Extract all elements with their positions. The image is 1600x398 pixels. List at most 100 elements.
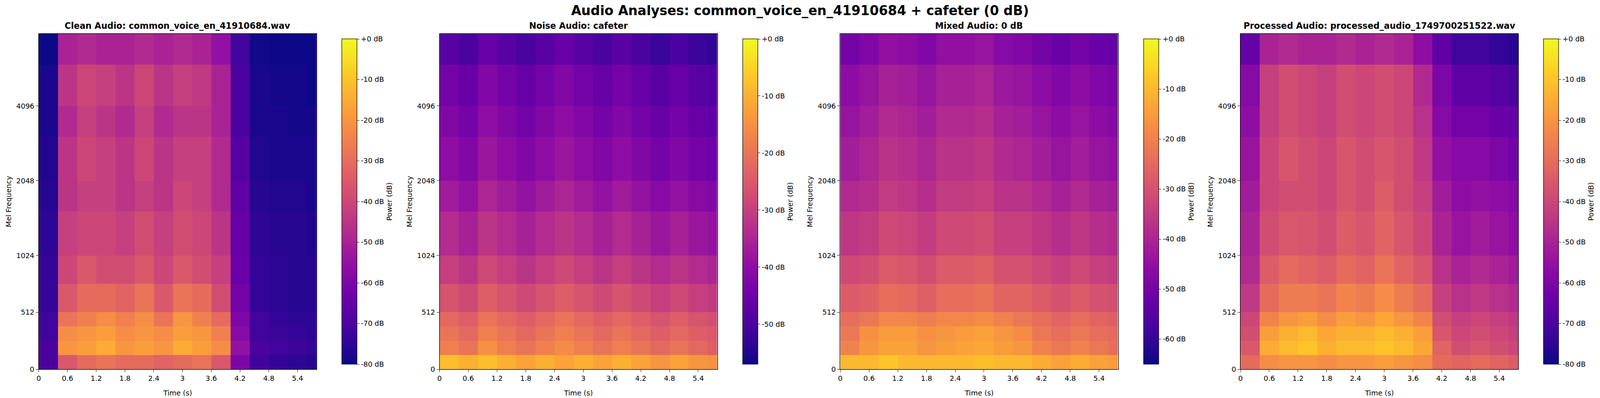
svg-text:Power (dB): Power (dB) bbox=[1186, 182, 1196, 221]
svg-text:0: 0 bbox=[430, 365, 436, 374]
svg-text:-20 dB: -20 dB bbox=[1562, 116, 1586, 125]
svg-text:3: 3 bbox=[581, 374, 586, 383]
svg-text:2.4: 2.4 bbox=[949, 374, 961, 383]
svg-text:2.4: 2.4 bbox=[147, 374, 160, 383]
svg-text:-30 dB: -30 dB bbox=[1562, 156, 1586, 165]
svg-text:1.8: 1.8 bbox=[920, 374, 933, 383]
svg-text:Time (s): Time (s) bbox=[563, 388, 593, 397]
svg-text:Mel Frequency: Mel Frequency bbox=[805, 175, 814, 227]
svg-text:Mel Frequency: Mel Frequency bbox=[1206, 175, 1215, 227]
svg-text:1.8: 1.8 bbox=[119, 374, 131, 383]
svg-text:1024: 1024 bbox=[16, 251, 35, 260]
svg-text:512: 512 bbox=[421, 307, 436, 317]
svg-text:4.2: 4.2 bbox=[1435, 374, 1448, 383]
svg-text:5.4: 5.4 bbox=[692, 374, 704, 383]
svg-text:-60 dB: -60 dB bbox=[1162, 334, 1186, 343]
svg-text:1.8: 1.8 bbox=[520, 374, 532, 383]
svg-text:-20 dB: -20 dB bbox=[761, 148, 786, 158]
svg-text:Time (s): Time (s) bbox=[964, 388, 994, 397]
svg-text:-10 dB: -10 dB bbox=[1562, 75, 1586, 84]
svg-text:Power (dB): Power (dB) bbox=[1586, 182, 1595, 221]
svg-text:Audio Analyses: common_voice_e: Audio Analyses: common_voice_en_41910684… bbox=[571, 3, 1029, 19]
svg-text:4.8: 4.8 bbox=[1464, 374, 1476, 383]
svg-text:2.4: 2.4 bbox=[548, 374, 560, 383]
svg-text:-50 dB: -50 dB bbox=[1162, 284, 1186, 293]
svg-text:2048: 2048 bbox=[16, 176, 35, 185]
svg-text:512: 512 bbox=[1222, 307, 1236, 317]
svg-text:+0 dB: +0 dB bbox=[1562, 34, 1585, 43]
svg-text:4.2: 4.2 bbox=[234, 374, 246, 383]
svg-text:0: 0 bbox=[838, 374, 843, 383]
svg-text:1.2: 1.2 bbox=[892, 374, 904, 383]
svg-text:2048: 2048 bbox=[1218, 176, 1237, 185]
svg-text:Noise Audio: cafeter: Noise Audio: cafeter bbox=[529, 20, 629, 31]
svg-text:4.8: 4.8 bbox=[663, 374, 676, 383]
svg-text:3.6: 3.6 bbox=[606, 374, 618, 383]
svg-text:5.4: 5.4 bbox=[1093, 374, 1105, 383]
svg-text:-50 dB: -50 dB bbox=[360, 237, 385, 246]
svg-text:0.6: 0.6 bbox=[462, 374, 474, 383]
svg-text:-50 dB: -50 dB bbox=[761, 320, 786, 329]
svg-text:0: 0 bbox=[36, 374, 41, 383]
svg-text:-80 dB: -80 dB bbox=[1562, 359, 1586, 369]
svg-text:4.8: 4.8 bbox=[263, 374, 275, 383]
svg-text:-40 dB: -40 dB bbox=[360, 197, 385, 206]
svg-text:0: 0 bbox=[831, 365, 837, 374]
svg-text:4.2: 4.2 bbox=[1036, 374, 1048, 383]
svg-text:-30 dB: -30 dB bbox=[761, 205, 786, 215]
svg-text:+0 dB: +0 dB bbox=[360, 34, 384, 43]
svg-text:-30 dB: -30 dB bbox=[1162, 184, 1186, 193]
svg-text:0: 0 bbox=[1238, 374, 1244, 383]
svg-text:0.6: 0.6 bbox=[863, 374, 875, 383]
svg-text:Time (s): Time (s) bbox=[1364, 388, 1395, 397]
svg-text:-80 dB: -80 dB bbox=[360, 359, 385, 369]
svg-text:4.8: 4.8 bbox=[1064, 374, 1076, 383]
svg-text:+0 dB: +0 dB bbox=[761, 34, 785, 43]
svg-text:2048: 2048 bbox=[817, 176, 837, 185]
svg-text:-30 dB: -30 dB bbox=[360, 156, 385, 165]
svg-text:3.6: 3.6 bbox=[1007, 374, 1019, 383]
svg-text:+0 dB: +0 dB bbox=[1162, 34, 1185, 43]
svg-text:4096: 4096 bbox=[817, 101, 837, 111]
svg-text:2.4: 2.4 bbox=[1350, 374, 1362, 383]
svg-text:-60 dB: -60 dB bbox=[1562, 278, 1586, 287]
svg-text:0: 0 bbox=[437, 374, 442, 383]
svg-text:4096: 4096 bbox=[16, 101, 35, 111]
svg-text:4096: 4096 bbox=[417, 101, 436, 111]
svg-text:1.2: 1.2 bbox=[491, 374, 503, 383]
svg-text:-70 dB: -70 dB bbox=[1562, 319, 1586, 328]
svg-text:2048: 2048 bbox=[417, 176, 436, 185]
svg-text:Power (dB): Power (dB) bbox=[786, 182, 795, 221]
svg-text:Mixed Audio: 0 dB: Mixed Audio: 0 dB bbox=[935, 20, 1023, 31]
svg-text:1024: 1024 bbox=[817, 251, 837, 260]
svg-text:-40 dB: -40 dB bbox=[1162, 234, 1186, 243]
svg-text:-20 dB: -20 dB bbox=[1162, 134, 1186, 143]
svg-text:3: 3 bbox=[1381, 374, 1387, 383]
svg-text:-10 dB: -10 dB bbox=[360, 75, 385, 84]
svg-text:1.8: 1.8 bbox=[1321, 374, 1333, 383]
svg-text:4.2: 4.2 bbox=[635, 374, 647, 383]
svg-text:-20 dB: -20 dB bbox=[360, 116, 385, 125]
svg-text:Time (s): Time (s) bbox=[163, 388, 193, 397]
svg-text:Power (dB): Power (dB) bbox=[385, 182, 394, 221]
svg-text:512: 512 bbox=[20, 307, 35, 317]
svg-text:Clean Audio: common_voice_en_4: Clean Audio: common_voice_en_41910684.wa… bbox=[64, 20, 291, 31]
svg-text:Mel Frequency: Mel Frequency bbox=[405, 175, 414, 227]
svg-text:3: 3 bbox=[982, 374, 987, 383]
svg-text:Mel Frequency: Mel Frequency bbox=[4, 175, 13, 227]
svg-text:-70 dB: -70 dB bbox=[360, 319, 385, 328]
svg-text:3.6: 3.6 bbox=[205, 374, 217, 383]
svg-text:1024: 1024 bbox=[1218, 251, 1237, 260]
svg-text:4096: 4096 bbox=[1218, 101, 1237, 111]
svg-text:3.6: 3.6 bbox=[1407, 374, 1419, 383]
svg-text:5.4: 5.4 bbox=[291, 374, 303, 383]
svg-text:-60 dB: -60 dB bbox=[360, 278, 385, 287]
svg-text:0.6: 0.6 bbox=[62, 374, 74, 383]
svg-text:1.2: 1.2 bbox=[90, 374, 102, 383]
svg-text:5.4: 5.4 bbox=[1493, 374, 1505, 383]
svg-text:3: 3 bbox=[180, 374, 185, 383]
svg-text:0: 0 bbox=[1231, 365, 1236, 374]
svg-text:Processed Audio: processed_aud: Processed Audio: processed_audio_1749700… bbox=[1243, 20, 1516, 31]
svg-text:0: 0 bbox=[29, 365, 35, 374]
svg-text:512: 512 bbox=[822, 307, 837, 317]
